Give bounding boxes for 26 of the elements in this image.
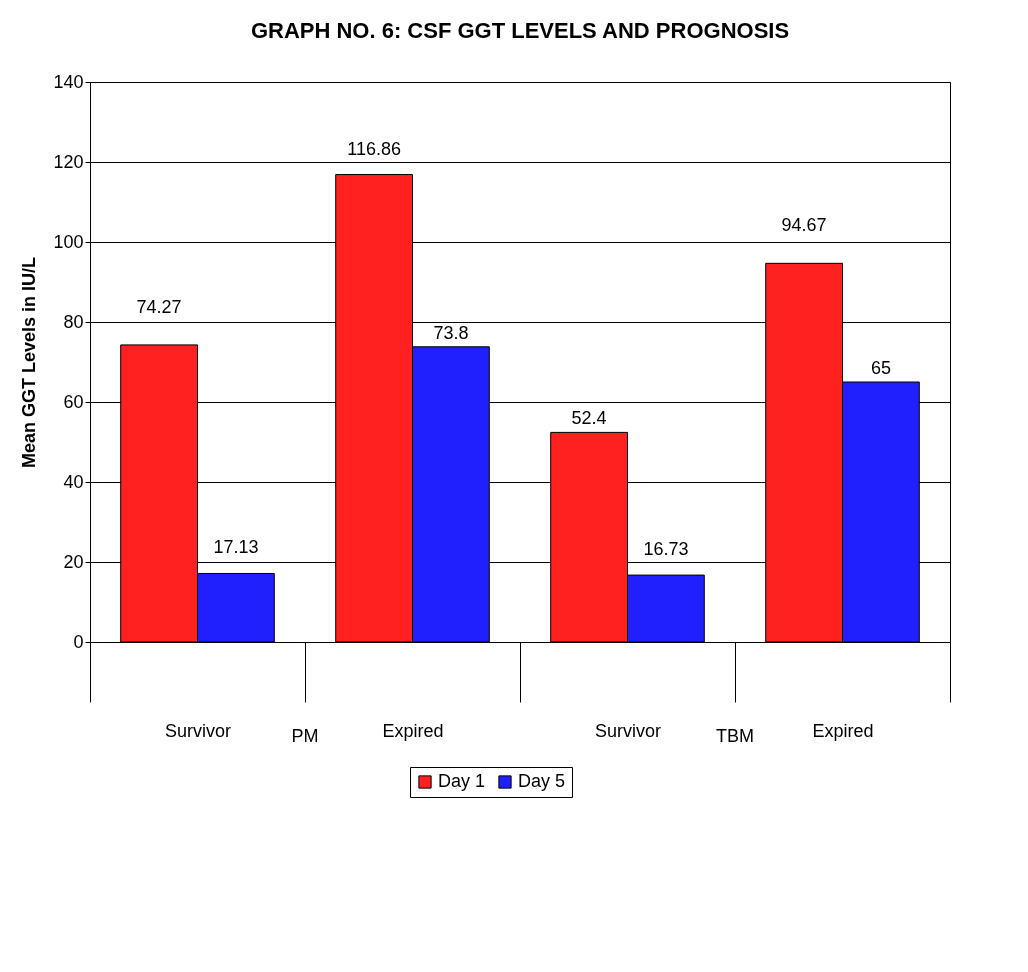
y-tick-label: 0 xyxy=(73,631,84,652)
data-label: 116.86 xyxy=(347,138,401,159)
x-tick-label: Survivor xyxy=(594,720,662,741)
y-tick-label: 120 xyxy=(53,151,84,172)
chart-title: GRAPH NO. 6: CSF GGT LEVELS AND PROGNOSIS xyxy=(250,18,790,43)
y-tick-label: 20 xyxy=(63,551,84,572)
data-label: 73.8 xyxy=(433,322,469,343)
y-tick-label: 40 xyxy=(63,471,84,492)
text: PM xyxy=(291,726,319,746)
y-tick-label: 60 xyxy=(63,391,84,412)
y-tick-label: 100 xyxy=(53,231,84,252)
x-tick-label: Expired xyxy=(812,720,874,741)
y-axis-title: Mean GGT Levels in IU/L xyxy=(19,256,40,469)
text: TBM xyxy=(716,726,754,746)
legend-label: Day 5 xyxy=(518,771,566,791)
x-tick-label: Expired xyxy=(382,720,444,741)
y-tick-label: 140 xyxy=(53,71,84,92)
y-tick-label: 80 xyxy=(63,311,84,332)
data-label: 74.27 xyxy=(136,296,182,317)
legend-label: Day 1 xyxy=(438,771,486,791)
data-label: 52.4 xyxy=(571,408,607,429)
data-label: 65 xyxy=(870,358,891,378)
data-label: 94.67 xyxy=(781,215,827,236)
x-tick-label: Survivor xyxy=(164,720,232,741)
data-label: 16.73 xyxy=(643,539,689,560)
data-label: 17.13 xyxy=(213,537,259,558)
